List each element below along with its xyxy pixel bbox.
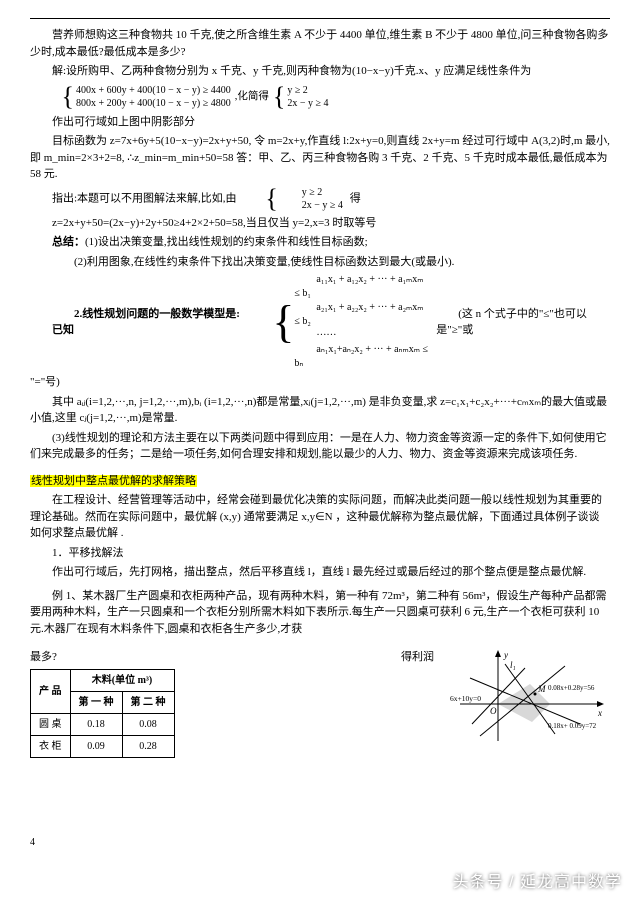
summary-2: (2)利用图象,在线性约束条件下找出决策变量,使线性目标函数达到最大(或最小). [52, 254, 610, 271]
hint-line: 指出:本题可以不用图解法来解,比如,由 { y ≥ 2 2x − y ≥ 4 得 [30, 186, 610, 212]
model-definition: 2.线性规划问题的一般数学模型是:已知 { a₁₁x₁ + a₁₂x₂ + ··… [52, 273, 610, 371]
strategy-intro: 在工程设计、经营管理等活动中，经常会碰到最优化决策的实际问题，而解决此类问题一般… [30, 492, 610, 542]
feasible-region-note: 作出可行域如上图中阴影部分 [30, 114, 610, 131]
table-row: 圆 桌 0.18 0.08 [31, 713, 175, 735]
table-row: 衣 柜 0.09 0.28 [31, 735, 175, 757]
solution-setup: 解:设所购甲、乙两种食物分别为 x 千克、y 千克,则丙种食物为(10−x−y)… [30, 63, 610, 80]
model-variables: 其中 aᵢⱼ(i=1,2,···,n, j=1,2,···,m),bᵢ (i=1… [30, 394, 610, 427]
th-type2: 第 二 种 [122, 691, 174, 713]
svg-text:O: O [490, 706, 497, 716]
th-wood: 木料(单位 m³) [70, 669, 174, 691]
svg-text:x: x [597, 708, 602, 718]
svg-text:l₁: l₁ [510, 660, 516, 670]
svg-text:0.18x+ 0.09y=72: 0.18x+ 0.09y=72 [548, 722, 597, 730]
equation-system-1: { 400x + 600y + 400(10 − x − y) ≥ 4400 8… [62, 84, 611, 110]
summary-header: 总结：(1)设出决策变量,找出线性规划的约束条件和线性目标函数; [30, 234, 610, 251]
method-1-desc: 作出可行域后，先打网格，描出整点，然后平移直线 l，直线 l 最先经过或最后经过… [30, 564, 610, 581]
wood-material-table: 产 品 木料(单位 m³) 第 一 种 第 二 种 圆 桌 0.18 0.08 … [30, 669, 175, 758]
svg-text:6x+10y=0: 6x+10y=0 [450, 694, 481, 703]
svg-text:0.08x+0.28y=56: 0.08x+0.28y=56 [548, 684, 595, 692]
intro-question: 营养师想购这三种食物共 10 千克,使之所含维生素 A 不少于 4400 单位,… [30, 27, 610, 60]
svg-text:y: y [503, 650, 508, 660]
th-type1: 第 一 种 [70, 691, 122, 713]
th-product: 产 品 [31, 669, 71, 713]
svg-text:M: M [537, 684, 546, 694]
example-1-text: 例 1、某木器厂生产圆桌和衣柜两种产品，现有两种木料，第一种有 72m³，第二种… [30, 588, 610, 638]
objective-function: 目标函数为 z=7x+6y+5(10−x−y)=2x+y+50, 令 m=2x+… [30, 133, 610, 183]
example-1-question: 最多? 得利润 [30, 649, 444, 666]
strategy-title: 线性规划中整点最优解的求解策略 [30, 473, 610, 490]
watermark-text: 头条号 / 延龙高中数学 [453, 871, 622, 895]
page-number: 4 [30, 835, 35, 850]
model-suffix2: "="号) [30, 374, 610, 391]
feasible-region-diagram: y x O M l₁ 6x+10y=0 0.08x+0.28y=56 0.18x… [450, 646, 610, 756]
z-calculation: z=2x+y+50=(2x−y)+2y+50≥4+2×2+50=58,当且仅当 … [30, 215, 610, 232]
summary-3: (3)线性规划的理论和方法主要在以下两类问题中得到应用：一是在人力、物力资金等资… [30, 430, 610, 463]
method-1-title: 1．平移找解法 [30, 545, 610, 562]
